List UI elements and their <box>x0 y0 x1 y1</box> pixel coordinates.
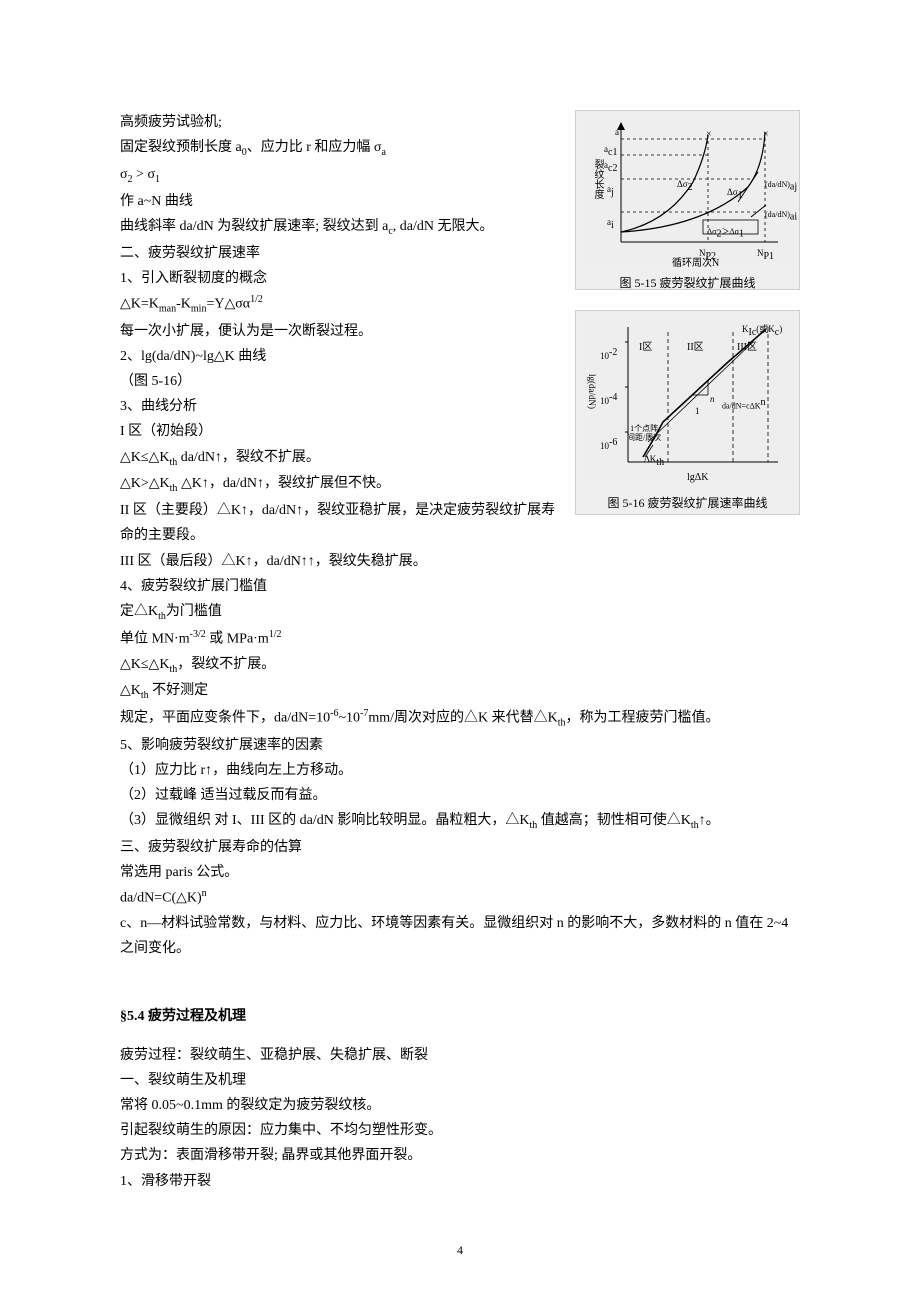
body-line: 4、疲劳裂纹扩展门槛值 <box>120 574 800 599</box>
fig1-ds1: Δσ1 <box>727 184 743 205</box>
body-line: 方式为：表面滑移带开裂; 晶界或其他界面开裂。 <box>120 1143 800 1168</box>
fig1-ylabel: 裂纹长度 <box>588 159 606 199</box>
body-line: （3）显微组织 对 I、III 区的 da/dN 影响比较明显。晶粒粗大，△Kt… <box>120 808 800 835</box>
after-section-text: 疲劳过程：裂纹萌生、亚稳护展、失稳扩展、断裂一、裂纹萌生及机理常将 0.05~0… <box>120 1043 800 1194</box>
fig2-eq: da/dN=cΔKn <box>722 394 766 414</box>
fig1-aj: aj <box>607 181 614 202</box>
fig2-dkth: ΔKth <box>644 451 664 472</box>
fig1-ai: ai <box>607 214 614 235</box>
body-line: c、n—材料试验常数，与材料、应力比、环境等因素有关。显微组织对 n 的影响不大… <box>120 911 800 961</box>
fig1-ds2: Δσ2 <box>677 176 693 197</box>
body-line: 单位 MN·m-3/2 或 MPa·m1/2 <box>120 626 800 652</box>
svg-text:×: × <box>763 129 769 140</box>
body-line: 规定，平面应变条件下，da/dN=10-6~10-7mm/周次对应的△K 来代替… <box>120 705 800 732</box>
body-line: 引起裂纹萌生的原因：应力集中、不均匀塑性形变。 <box>120 1118 800 1143</box>
body-line: （2）过载峰 适当过载反而有益。 <box>120 783 800 808</box>
figure-5-15: × × a ac1 ac2 aj ai Δσ2 Δσ1 Δσ2＞Δσ1 NP2 … <box>575 110 800 290</box>
fig2-one: 1 <box>695 403 700 419</box>
body-line: III 区（最后段）△K↑，da/dN↑↑，裂纹失稳扩展。 <box>120 549 800 574</box>
body-line: △Kth 不好测定 <box>120 678 800 705</box>
body-line: 1、滑移带开裂 <box>120 1169 800 1194</box>
fig2-n: n <box>710 391 715 407</box>
fig2-ylabel: lg(da/dN) <box>584 374 600 409</box>
fig2-y2: 10-4 <box>600 389 617 409</box>
body-line: 常选用 paris 公式。 <box>120 860 800 885</box>
body-line: （1）应力比 r↑，曲线向左上方移动。 <box>120 758 800 783</box>
page-number: 4 <box>0 1240 920 1262</box>
fig2-xlabel: lgΔK <box>687 469 708 487</box>
body-line: 定△Kth为门槛值 <box>120 599 800 626</box>
fig2-y3: 10-6 <box>600 434 617 454</box>
figure-5-16: 10-2 10-4 10-6 I区 II区 III区 KIc(或Kc) ΔKth… <box>575 310 800 515</box>
body-line: 三、疲劳裂纹扩展寿命的估算 <box>120 835 800 860</box>
fig1-a: a <box>615 124 619 140</box>
fig1-dadni: (da/dN)ai <box>765 211 797 223</box>
fig2-reg2: II区 <box>687 339 704 357</box>
body-line: △K≤△Kth，裂纹不扩展。 <box>120 652 800 679</box>
fig1-ac2: ac2 <box>604 157 617 178</box>
fig2-reg1: I区 <box>639 339 652 357</box>
body-line: 疲劳过程：裂纹萌生、亚稳护展、失稳扩展、断裂 <box>120 1043 800 1068</box>
body-line: 一、裂纹萌生及机理 <box>120 1068 800 1093</box>
figure-5-15-caption: 图 5-15 疲劳裂纹扩展曲线 <box>582 273 793 295</box>
fig2-y1: 10-2 <box>600 344 617 364</box>
body-line: 常将 0.05~0.1mm 的裂纹定为疲劳裂纹核。 <box>120 1093 800 1118</box>
svg-text:×: × <box>706 129 712 140</box>
fig2-note: 1个点阵 间距/周次 <box>627 425 661 443</box>
figure-5-16-caption: 图 5-16 疲劳裂纹扩展速率曲线 <box>582 493 793 515</box>
section-5-4-title: §5.4 疲劳过程及机理 <box>120 1004 800 1029</box>
fig1-np1: NP1 <box>757 245 774 266</box>
body-line: da/dN=C(△K)n <box>120 885 800 911</box>
fig1-dadnj: (da/dN)aj <box>765 181 797 193</box>
fig1-cond: Δσ2＞Δσ1 <box>707 225 744 244</box>
fig2-kic: KIc(或Kc) <box>742 321 782 342</box>
body-line: 5、影响疲劳裂纹扩展速率的因素 <box>120 733 800 758</box>
fig1-xlabel: 循环周次N <box>672 255 719 273</box>
